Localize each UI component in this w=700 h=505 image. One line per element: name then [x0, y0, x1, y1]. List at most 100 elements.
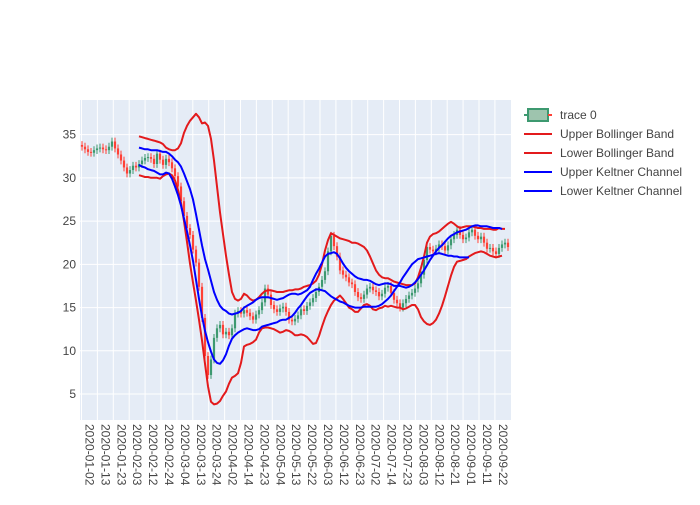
candle-body: [479, 236, 483, 240]
candle-body: [386, 285, 390, 288]
candle-body: [497, 247, 501, 254]
x-tick-label: 2020-05-04: [273, 424, 287, 486]
candle-body: [482, 236, 486, 243]
candle-body: [488, 247, 492, 249]
x-tick-label: 2020-04-23: [257, 424, 271, 486]
candle-body: [422, 260, 426, 275]
candle-body: [398, 303, 402, 308]
legend-label: trace 0: [560, 108, 597, 122]
candle-body: [269, 294, 273, 305]
candle-body: [320, 279, 324, 287]
legend[interactable]: trace 0 Upper Bollinger Band Lower Bolling…: [524, 108, 682, 198]
candle-body: [392, 292, 396, 300]
candle-body: [296, 315, 300, 319]
x-tick-label: 2020-03-24: [210, 424, 224, 486]
candle-body: [251, 316, 255, 320]
candle-body: [362, 294, 366, 299]
candle-body: [110, 141, 114, 147]
candle-body: [263, 288, 267, 303]
lower-keltner-line: [138, 164, 469, 365]
candle-body: [155, 153, 159, 164]
candle-body: [323, 271, 327, 280]
candle-body: [452, 234, 456, 240]
candle-body: [209, 359, 213, 376]
legend-item[interactable]: Upper Bollinger Band: [524, 127, 674, 141]
y-tick-label: 30: [63, 171, 77, 185]
candle-body: [227, 331, 231, 336]
candle-body: [356, 292, 360, 298]
candle-body: [248, 312, 252, 317]
candle-body: [278, 308, 282, 312]
candle-body: [179, 186, 183, 202]
candle-body: [401, 303, 405, 308]
legend-item[interactable]: trace 0: [524, 108, 597, 122]
candle-body: [359, 297, 363, 299]
legend-label: Upper Keltner Channel: [560, 165, 682, 179]
legend-item[interactable]: Upper Keltner Channel: [524, 165, 682, 179]
candle-body: [416, 283, 420, 289]
legend-label: Upper Bollinger Band: [560, 127, 674, 141]
candle-body: [335, 246, 339, 257]
candle-body: [272, 304, 276, 310]
x-tick-label: 2020-01-23: [114, 424, 128, 486]
candle-body: [506, 242, 510, 248]
candle-body: [419, 274, 423, 284]
y-tick-label: 5: [69, 387, 76, 401]
candle-body: [158, 153, 162, 160]
x-tick-label: 2020-04-14: [242, 424, 256, 486]
candle-body: [116, 148, 120, 155]
candle-body: [89, 151, 93, 153]
x-tick-label: 2020-09-11: [480, 424, 494, 485]
legend-item[interactable]: Lower Bollinger Band: [524, 146, 674, 160]
candle-body: [161, 159, 165, 165]
x-tick-label: 2020-08-12: [432, 424, 446, 486]
candle-body: [353, 284, 357, 292]
candle-body: [125, 167, 129, 174]
legend-item[interactable]: Lower Keltner Channel: [524, 184, 682, 198]
indicator-lines: [138, 112, 505, 406]
candle-body: [140, 160, 144, 164]
candle-body: [290, 319, 294, 322]
lower-bollinger-line: [138, 172, 503, 406]
candle-body: [257, 310, 261, 315]
candle-body: [92, 150, 96, 153]
candle-body: [410, 292, 414, 296]
x-tick-label: 2020-09-01: [464, 424, 478, 486]
candle-body: [200, 286, 204, 318]
candle-body: [233, 313, 237, 329]
candle-body: [266, 288, 270, 295]
candle-body: [83, 146, 87, 150]
candle-body: [350, 282, 354, 285]
candle-body: [404, 298, 408, 304]
candle-body: [329, 235, 333, 252]
candle-body: [173, 168, 177, 177]
candle-body: [224, 331, 228, 335]
legend-candle-body: [527, 108, 549, 122]
candle-body: [443, 246, 447, 251]
x-tick-label: 2020-03-13: [194, 424, 208, 486]
upper-keltner-line: [138, 146, 503, 316]
candle-body: [413, 288, 417, 293]
candle-body: [308, 302, 312, 306]
x-tick-label: 2020-07-02: [369, 424, 383, 486]
candle-body: [305, 305, 309, 312]
candle-body: [86, 149, 90, 152]
candle-body: [275, 309, 279, 312]
candle-body: [218, 324, 222, 329]
x-tick-label: 2020-02-12: [146, 424, 160, 486]
candle-body: [299, 309, 303, 316]
x-tick-label: 2020-01-13: [98, 424, 112, 486]
candle-body: [170, 162, 174, 169]
x-tick-label: 2020-03-04: [178, 424, 192, 486]
candle-body: [371, 286, 375, 291]
candle-body: [101, 147, 105, 150]
candle-body: [212, 337, 216, 360]
candle-body: [146, 157, 150, 159]
candle-body: [206, 356, 210, 376]
candle-body: [425, 247, 429, 260]
candle-body: [260, 302, 264, 311]
candle-body: [464, 237, 468, 240]
x-tick-label: 2020-01-02: [83, 424, 97, 486]
